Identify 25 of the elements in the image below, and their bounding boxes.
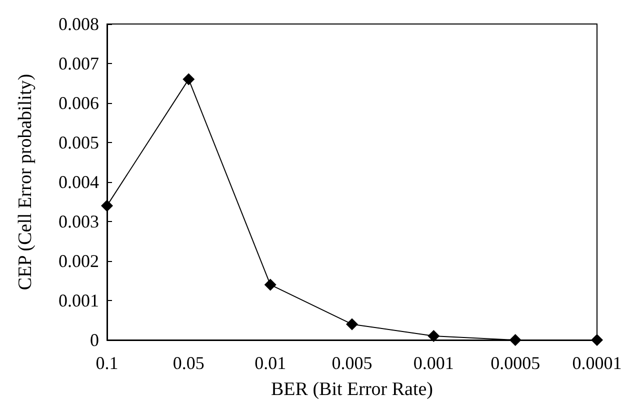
x-tick-label: 0.005 xyxy=(332,353,372,373)
point xyxy=(346,318,358,330)
y-axis-title: CEP (Cell Error probability) xyxy=(15,74,36,290)
point xyxy=(428,330,440,342)
y-tick-label: 0.006 xyxy=(58,93,99,113)
point xyxy=(101,200,113,212)
y-tick-label: 0.007 xyxy=(58,54,99,74)
x-tick-label: 0.0001 xyxy=(572,353,622,373)
y-tick-label: 0.002 xyxy=(58,251,99,271)
y-tick-label: 0.008 xyxy=(58,14,99,34)
point xyxy=(264,278,276,291)
y-tick-label: 0 xyxy=(90,330,99,350)
y-tick-label: 0.005 xyxy=(58,132,99,152)
x-tick-label: 0.0005 xyxy=(490,353,540,373)
x-tick-label: 0.001 xyxy=(413,353,454,373)
y-tick-label: 0.001 xyxy=(58,290,99,310)
x-tick-label: 0.01 xyxy=(254,353,286,373)
x-tick-label: 0.05 xyxy=(172,353,204,373)
x-tick-label: 0.1 xyxy=(96,353,118,373)
point xyxy=(509,334,522,346)
point xyxy=(182,73,195,86)
y-tick-label: 0.004 xyxy=(58,172,99,192)
x-axis-title: BER (Bit Error Rate) xyxy=(271,379,433,400)
point xyxy=(591,334,603,346)
y-tick-label: 0.003 xyxy=(58,212,99,232)
